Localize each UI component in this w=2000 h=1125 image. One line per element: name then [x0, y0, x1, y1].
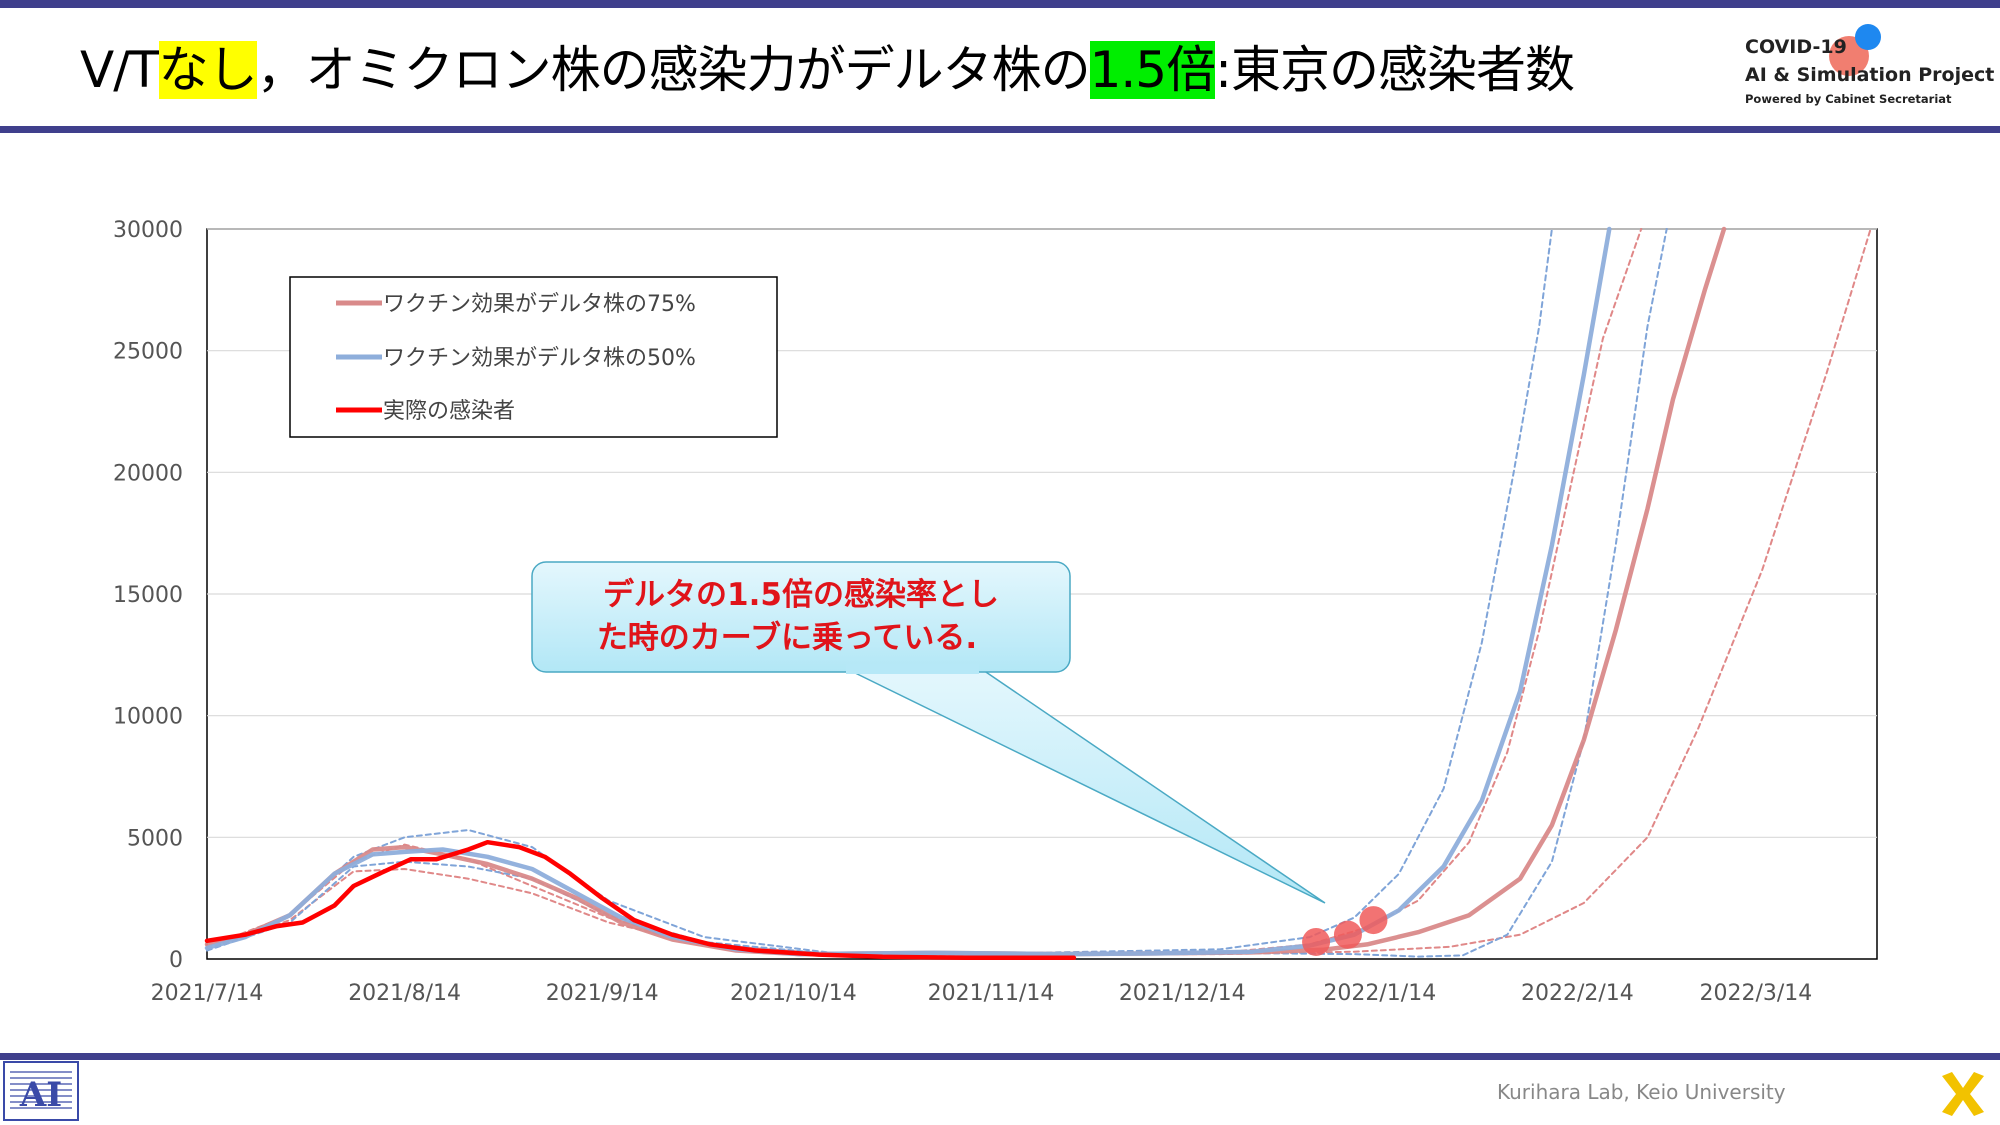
logo-line-3: Powered by Cabinet Secretariat [1745, 92, 1952, 106]
y-tick-label: 25000 [113, 340, 183, 365]
title-part-ratio: 1.5倍 [1089, 41, 1216, 99]
y-tick-label: 15000 [113, 583, 183, 608]
y-tick-label: 0 [169, 948, 183, 973]
title-part-main: ，オミクロン株の感染力がデルタ株の [256, 41, 1091, 99]
x-brand-icon [1942, 1072, 1984, 1116]
x-tick-label: 2021/10/14 [730, 981, 857, 1006]
observed-point-marker [1333, 920, 1362, 949]
x-tick-label: 2021/7/14 [151, 981, 264, 1006]
actual-cases-line [204, 839, 1077, 961]
logo-blue-dot-icon [1855, 24, 1881, 50]
top-band [0, 0, 2000, 8]
y-tick-label: 10000 [113, 705, 183, 730]
x-tick-label: 2022/2/14 [1521, 981, 1634, 1006]
legend-label-actual: 実際の感染者 [383, 399, 515, 424]
y-tick-label: 20000 [113, 461, 183, 486]
x-tick-label: 2022/1/14 [1323, 981, 1436, 1006]
title-part-tail: :東京の感染者数 [1215, 41, 1575, 99]
observed-point-marker [1359, 906, 1388, 935]
x-tick-label: 2021/9/14 [546, 981, 659, 1006]
callout-box [531, 561, 1071, 673]
y-tick-label: 30000 [113, 218, 183, 243]
title-part-nashi: なし [158, 41, 258, 99]
observed-markers [1302, 906, 1388, 956]
logo-line-1: COVID-19 [1745, 36, 1847, 58]
infection-chart: 0 5000 10000 15000 20000 25000 30000 2021/7/14… [113, 218, 1878, 1006]
callout-line-2: た時のカーブに乗っている. [597, 620, 977, 656]
legend-label-50: ワクチン効果がデルタ株の50% [383, 346, 696, 371]
title-part-vt: V/T [80, 41, 160, 99]
legend: ワクチン効果がデルタ株の75% ワクチン効果がデルタ株の50% 実際の感染者 [289, 276, 778, 438]
kurihara-lab-logo-icon: AI [3, 1061, 79, 1121]
y-tick-label: 5000 [127, 826, 183, 851]
callout-line-1: デルタの1.5倍の感染率とし [603, 577, 999, 613]
x-tick-label: 2021/12/14 [1119, 981, 1246, 1006]
covid-project-logo: COVID-19 AI & Simulation Project Powered… [1745, 24, 1995, 115]
slide-title: V/Tなし，オミクロン株の感染力がデルタ株の1.5倍:東京の感染者数 [80, 40, 1575, 100]
series-lines [204, 226, 1872, 961]
title-underline-band [0, 126, 2000, 133]
x-tick-label: 2022/3/14 [1699, 981, 1812, 1006]
logo-line-2: AI & Simulation Project [1745, 64, 1995, 86]
x-tick-label: 2021/8/14 [348, 981, 461, 1006]
x-axis-ticks: 2021/7/14 2021/8/14 2021/9/14 2021/10/14 202… [151, 981, 1813, 1006]
legend-label-75: ワクチン効果がデルタ株の75% [383, 292, 696, 317]
footer-credit: Kurihara Lab, Keio University [1497, 1080, 1786, 1104]
svg-text:AI: AI [19, 1075, 62, 1115]
callout: デルタの1.5倍の感染率とし た時のカーブに乗っている. [531, 561, 1326, 904]
footer-band [0, 1053, 2000, 1060]
observed-point-marker [1302, 927, 1331, 956]
x-tick-label: 2021/11/14 [928, 981, 1055, 1006]
y-axis-ticks: 0 5000 10000 15000 20000 25000 30000 [113, 218, 183, 973]
